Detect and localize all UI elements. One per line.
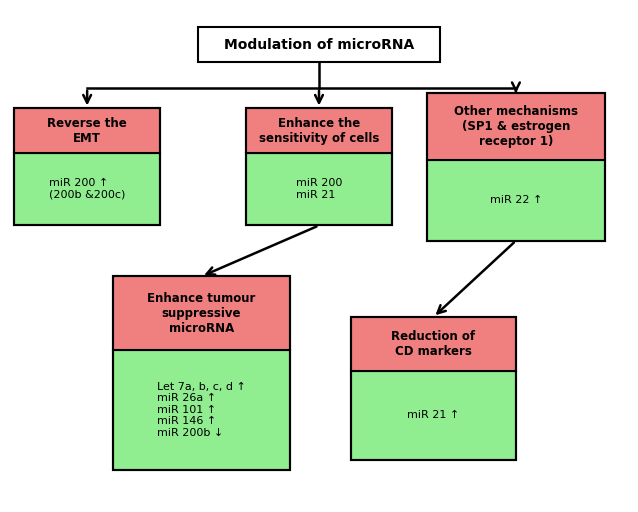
- Text: Modulation of microRNA: Modulation of microRNA: [224, 38, 414, 52]
- FancyBboxPatch shape: [198, 27, 440, 62]
- FancyBboxPatch shape: [427, 93, 605, 160]
- Text: miR 22 ↑: miR 22 ↑: [490, 195, 542, 205]
- Text: Enhance tumour
suppressive
microRNA: Enhance tumour suppressive microRNA: [147, 292, 256, 335]
- FancyBboxPatch shape: [246, 109, 392, 153]
- FancyBboxPatch shape: [112, 350, 290, 470]
- FancyBboxPatch shape: [246, 153, 392, 225]
- Text: Let 7a, b, c, d ↑
miR 26a ↑
miR 101 ↑
miR 146 ↑
miR 200b ↓: Let 7a, b, c, d ↑ miR 26a ↑ miR 101 ↑ mi…: [157, 381, 246, 438]
- Text: Reverse the
EMT: Reverse the EMT: [47, 117, 127, 144]
- Text: Enhance the
sensitivity of cells: Enhance the sensitivity of cells: [259, 117, 379, 144]
- FancyBboxPatch shape: [14, 153, 160, 225]
- FancyBboxPatch shape: [427, 160, 605, 241]
- FancyBboxPatch shape: [351, 371, 516, 460]
- Text: Other mechanisms
(SP1 & estrogen
receptor 1): Other mechanisms (SP1 & estrogen recepto…: [454, 105, 578, 148]
- Text: miR 200 ↑
(200b &200c): miR 200 ↑ (200b &200c): [49, 178, 125, 200]
- FancyBboxPatch shape: [112, 276, 290, 350]
- FancyBboxPatch shape: [351, 317, 516, 371]
- Text: Reduction of
CD markers: Reduction of CD markers: [391, 330, 475, 358]
- Text: miR 21 ↑: miR 21 ↑: [407, 411, 459, 420]
- FancyBboxPatch shape: [14, 109, 160, 153]
- Text: miR 200
miR 21: miR 200 miR 21: [296, 178, 342, 200]
